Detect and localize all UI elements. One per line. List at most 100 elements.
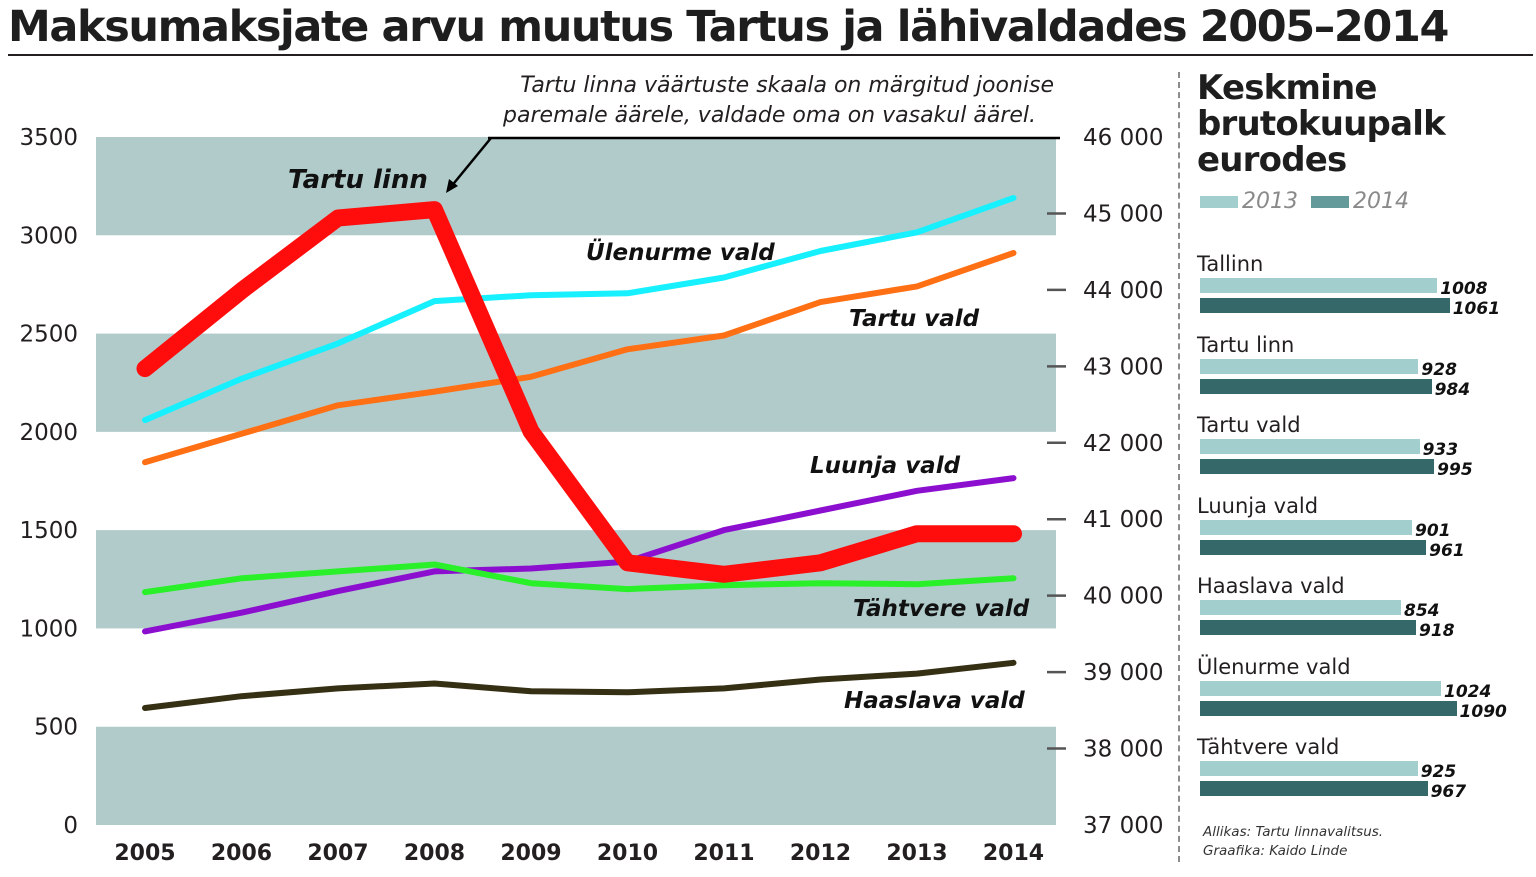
right-tick-label: 42 000: [1083, 431, 1163, 457]
right-tick-label: 44 000: [1083, 278, 1163, 304]
city-name: Tartu vald: [1197, 413, 1301, 437]
title-divider: [8, 54, 1533, 56]
bar-2013: [1200, 600, 1401, 615]
bar-value-2013: 1008: [1440, 279, 1488, 299]
right-tick-label: 41 000: [1083, 507, 1163, 533]
series-line-tartu-vald: [142, 250, 1017, 466]
city-name: Tartu linn: [1197, 332, 1295, 357]
bar-value-2014: 918: [1419, 621, 1455, 641]
left-axis: 0 500 1000 1500 2000 2500 3000 3500: [19, 125, 78, 839]
legend-swatch-2013: [1200, 196, 1238, 208]
graphics-credit-line: Graafika: Kaido Linde: [1203, 843, 1348, 859]
legend-label-2014: 2014: [1353, 189, 1409, 214]
annotation-arrowhead: [446, 179, 458, 193]
bar-value-2014: 995: [1437, 460, 1473, 480]
bar-value-2013: 1024: [1444, 681, 1492, 702]
series-label-tahtvere: Tähtvere vald: [853, 596, 1030, 622]
city-group: Tartu linn 928 984: [1197, 333, 1527, 403]
series-label-haaslava: Haaslava vald: [844, 688, 1025, 714]
city-name: Tähtvere vald: [1197, 735, 1340, 759]
side-title-line-2: brutokuupalk: [1197, 104, 1446, 144]
city-group: Tartu vald 933 995: [1197, 413, 1527, 483]
chart-bands: [96, 137, 1056, 825]
band: [96, 333, 1056, 432]
x-tick-label: 2011: [693, 841, 754, 866]
series-label-ulenurme: Ülenurme vald: [586, 238, 775, 266]
legend-label-2013: 2013: [1242, 189, 1298, 214]
chart-labels: Ülenurme vald Tartu vald Luunja vald Tähtve…: [288, 165, 1030, 714]
chart-annotation: Tartu linna väärtuste skaala on märgitud…: [446, 73, 1060, 193]
x-tick-label: 2010: [597, 841, 658, 866]
city-group: Haaslava vald 854 918: [1197, 574, 1527, 644]
series-line-luunja: [142, 475, 1017, 635]
bar-2013: [1200, 519, 1413, 535]
right-tick-label: 37 000: [1083, 813, 1163, 839]
left-tick-label: 2000: [19, 420, 78, 446]
bar-2014: [1200, 459, 1435, 474]
series-line-haaslava: [142, 659, 1017, 711]
right-tick-label: 40 000: [1083, 584, 1163, 610]
right-tick-label: 43 000: [1083, 354, 1163, 380]
city-group: Tallinn 1008 1061: [1197, 252, 1527, 322]
bar-value-2013: 854: [1403, 601, 1440, 621]
right-tick-label: 38 000: [1083, 737, 1163, 763]
series-line-tahtvere: [142, 561, 1017, 596]
city-name: Ülenurme vald: [1197, 654, 1351, 679]
city-name: Haaslava vald: [1197, 574, 1345, 598]
band: [96, 137, 1056, 236]
bar-2014: [1200, 298, 1450, 313]
bar-2013: [1200, 439, 1420, 454]
bar-value-2014: 967: [1430, 782, 1467, 802]
city-group: Tähtvere vald 925 967: [1197, 735, 1527, 805]
bar-value-2014: 984: [1434, 379, 1471, 400]
annotation-pointer: [449, 137, 492, 189]
bar-2014: [1200, 378, 1432, 394]
bar-value-2013: 928: [1421, 359, 1457, 380]
panel-divider: [1178, 72, 1180, 862]
chart-lines: [136, 194, 1022, 711]
bar-2013: [1200, 358, 1419, 374]
series-line-tartu-linn: [136, 201, 1022, 583]
annotation-line-1: Tartu linna väärtuste skaala on märgitud…: [520, 73, 1054, 98]
x-tick-label: 2013: [886, 841, 947, 866]
source-line: Allikas: Tartu linnavalitsus.: [1203, 824, 1384, 840]
bar-2014: [1200, 781, 1428, 796]
bar-value-2013: 933: [1422, 440, 1459, 460]
right-tick-label: 45 000: [1083, 201, 1163, 227]
x-axis: 2005 2006 2007 2008 2009 2010 2011 2012 2013 2014: [114, 841, 1044, 866]
left-tick-label: 500: [34, 715, 78, 741]
x-tick-label: 2009: [500, 841, 561, 866]
x-tick-label: 2005: [114, 841, 175, 866]
x-tick-label: 2014: [983, 841, 1044, 866]
bar-2013: [1200, 278, 1438, 293]
series-label-tartu-linn: Tartu linn: [288, 165, 428, 195]
bar-2014: [1200, 700, 1457, 716]
x-tick-label: 2012: [790, 841, 851, 866]
city-name: Tallinn: [1197, 252, 1264, 276]
left-tick-label: 3000: [19, 223, 78, 249]
bar-2014: [1200, 620, 1417, 635]
right-tick-label: 46 000: [1083, 125, 1163, 151]
right-axis: 37 000 38 000 39 000 40 000 41 000 42 000 43 0…: [1047, 125, 1163, 839]
line-chart: 0 500 1000 1500 2000 2500 3000 3500 37 000 38 00…: [19, 73, 1163, 866]
bar-value-2014: 1061: [1452, 299, 1501, 319]
left-tick-label: 3500: [19, 125, 78, 151]
series-label-tartu-vald: Tartu vald: [849, 306, 980, 332]
series-line-ulenurme: [142, 194, 1017, 424]
series-label-luunja: Luunja vald: [810, 453, 961, 479]
x-tick-label: 2006: [211, 841, 272, 866]
page-title: Maksumaksjate arvu muutus Tartus ja lähi…: [8, 2, 1449, 52]
bar-2014: [1200, 539, 1427, 555]
band: [96, 726, 1056, 825]
side-title-line-1: Keskmine: [1197, 68, 1377, 108]
source-credit: Allikas: Tartu linnavalitsus. Graafika: …: [1203, 823, 1383, 861]
bar-2013: [1200, 680, 1441, 696]
x-tick-label: 2008: [404, 841, 465, 866]
bar-value-2014: 1090: [1459, 701, 1507, 722]
x-tick-label: 2007: [307, 841, 368, 866]
bar-value-2013: 925: [1420, 762, 1457, 782]
city-group: Luunja vald 901 961: [1197, 494, 1527, 564]
bar-value-2014: 961: [1429, 540, 1465, 561]
left-tick-label: 2500: [19, 322, 78, 348]
city-name: Luunja vald: [1197, 493, 1319, 518]
